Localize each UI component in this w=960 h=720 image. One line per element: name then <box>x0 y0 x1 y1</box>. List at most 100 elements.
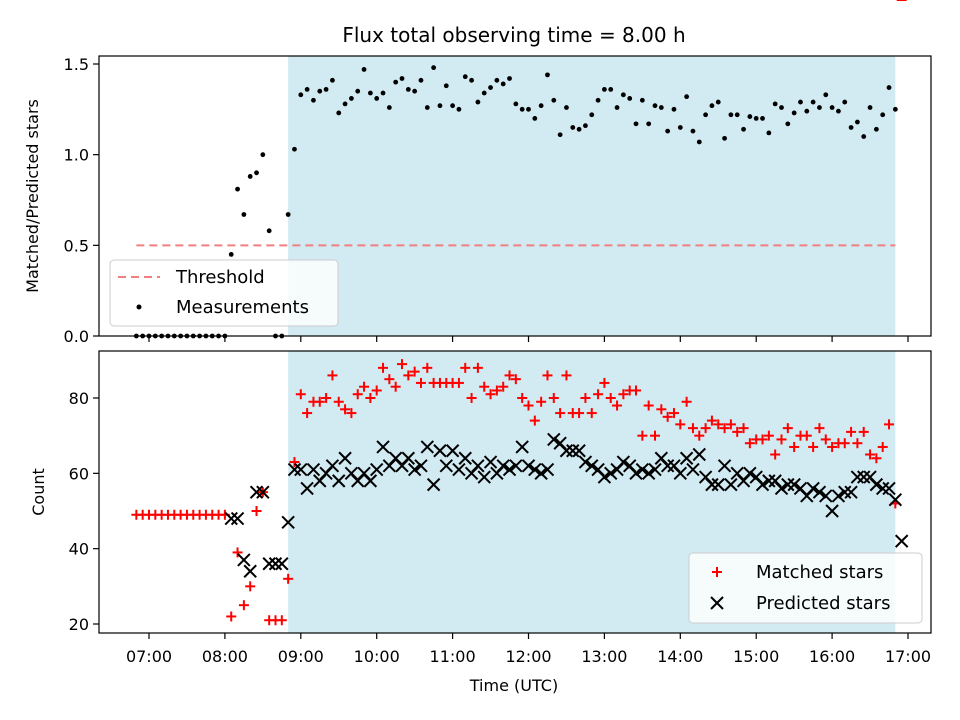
measurement-point <box>393 79 399 85</box>
predicted-star-point <box>300 481 314 496</box>
measurement-point <box>766 130 772 136</box>
measurement-point <box>551 97 557 103</box>
measurement-point <box>614 105 620 110</box>
predicted-star-point <box>452 462 466 477</box>
measurement-point <box>880 112 886 118</box>
measurement-point <box>709 103 715 109</box>
measurement-point <box>760 116 765 121</box>
predicted-star-point <box>673 466 688 481</box>
legend-predicted-swatch <box>710 596 724 610</box>
matched-star-point <box>586 408 597 419</box>
matched-star-point <box>542 370 553 381</box>
predicted-star-point <box>445 444 460 458</box>
matched-star-point <box>782 423 793 434</box>
predicted-star-point <box>875 481 890 496</box>
measurement-point <box>646 121 652 127</box>
legend-matched-swatch <box>712 567 722 577</box>
legend-matched-label: Matched stars <box>756 562 883 583</box>
predicted-star-point <box>477 470 491 484</box>
measurement-point <box>545 72 550 78</box>
matched-star-point <box>858 426 869 437</box>
predicted-star-point <box>857 470 871 484</box>
matched-star-point <box>650 430 660 441</box>
measurement-point <box>519 106 525 112</box>
predicted-star-point <box>844 485 858 499</box>
x-tick-label: 11:00 <box>430 647 476 666</box>
predicted-star-point <box>420 440 435 454</box>
measurement-point <box>671 106 677 112</box>
measurement-point <box>734 112 740 118</box>
measurement-point <box>633 121 639 127</box>
matched-star-point <box>409 366 420 377</box>
measurement-point <box>677 125 683 130</box>
matched-star-point <box>694 430 705 441</box>
predicted-star-point <box>604 466 618 481</box>
predicted-star-point <box>521 459 536 473</box>
measurement-point <box>836 108 841 114</box>
matched-star-point <box>801 430 812 441</box>
matched-star-point <box>327 370 338 381</box>
predicted-star-point <box>496 459 510 473</box>
measurement-point <box>418 77 424 83</box>
predicted-star-point <box>439 459 453 473</box>
measurement-point <box>456 106 462 112</box>
predicted-star-point <box>812 485 827 499</box>
matched-star-point <box>846 426 857 437</box>
predicted-star-point <box>401 451 416 465</box>
x-tick-label: 13:00 <box>581 647 627 666</box>
matched-star-point <box>593 389 604 400</box>
predicted-star-point <box>458 451 472 465</box>
measurement-point <box>791 110 797 116</box>
x-tick-label: 16:00 <box>809 647 855 666</box>
matched-star-point <box>314 396 325 407</box>
measurement-point <box>481 90 487 96</box>
matched-star-point <box>498 381 509 392</box>
predicted-star-point <box>332 474 346 488</box>
measurement-point <box>564 105 569 110</box>
measurement-point <box>639 97 645 103</box>
matched-star-point <box>744 438 755 449</box>
matched-star-point <box>871 453 882 464</box>
measurement-point <box>620 92 626 98</box>
matched-star-point <box>827 441 838 452</box>
measurement-point <box>304 86 310 92</box>
measurement-point <box>861 134 867 139</box>
matched-star-point <box>763 430 774 441</box>
predicted-star-point <box>578 455 593 469</box>
measurement-point <box>399 76 405 81</box>
matched-star-point <box>580 393 591 403</box>
matched-star-point <box>491 385 502 396</box>
predicted-star-point <box>540 462 555 477</box>
predicted-star-point <box>414 459 428 473</box>
measurement-point <box>741 126 746 132</box>
matched-star-point <box>643 400 654 411</box>
matched-star-point <box>510 374 521 385</box>
measurement-point <box>855 119 860 125</box>
matched-star-point <box>852 438 863 449</box>
measurement-point <box>696 139 702 145</box>
x-axis-label: Time (UTC) <box>469 676 558 695</box>
matched-star-point <box>333 396 344 407</box>
matched-star-point <box>403 370 414 381</box>
predicted-star-point <box>471 459 485 473</box>
measurement-point <box>892 106 898 112</box>
predicted-star-point <box>566 444 580 458</box>
matched-star-point <box>877 441 888 452</box>
measurement-point <box>690 128 696 134</box>
measurement-point <box>380 90 386 96</box>
predicted-star-point <box>781 477 795 492</box>
predicted-star-point <box>528 462 542 477</box>
top-y-tick-label: 0.0 <box>64 327 89 346</box>
bottom-y-axis-label: Count <box>29 468 48 516</box>
measurement-point <box>228 252 234 257</box>
measurement-point <box>823 92 829 98</box>
predicted-star-point <box>534 466 548 481</box>
measurement-point <box>848 125 854 130</box>
predicted-star-point <box>806 481 820 496</box>
x-tick-label: 10:00 <box>354 647 400 666</box>
x-tick-label: 09:00 <box>278 647 324 666</box>
matched-star-point <box>302 408 313 419</box>
matched-star-point <box>238 600 249 611</box>
matched-star-point <box>808 441 819 452</box>
legend-measurements-swatch <box>136 304 142 310</box>
